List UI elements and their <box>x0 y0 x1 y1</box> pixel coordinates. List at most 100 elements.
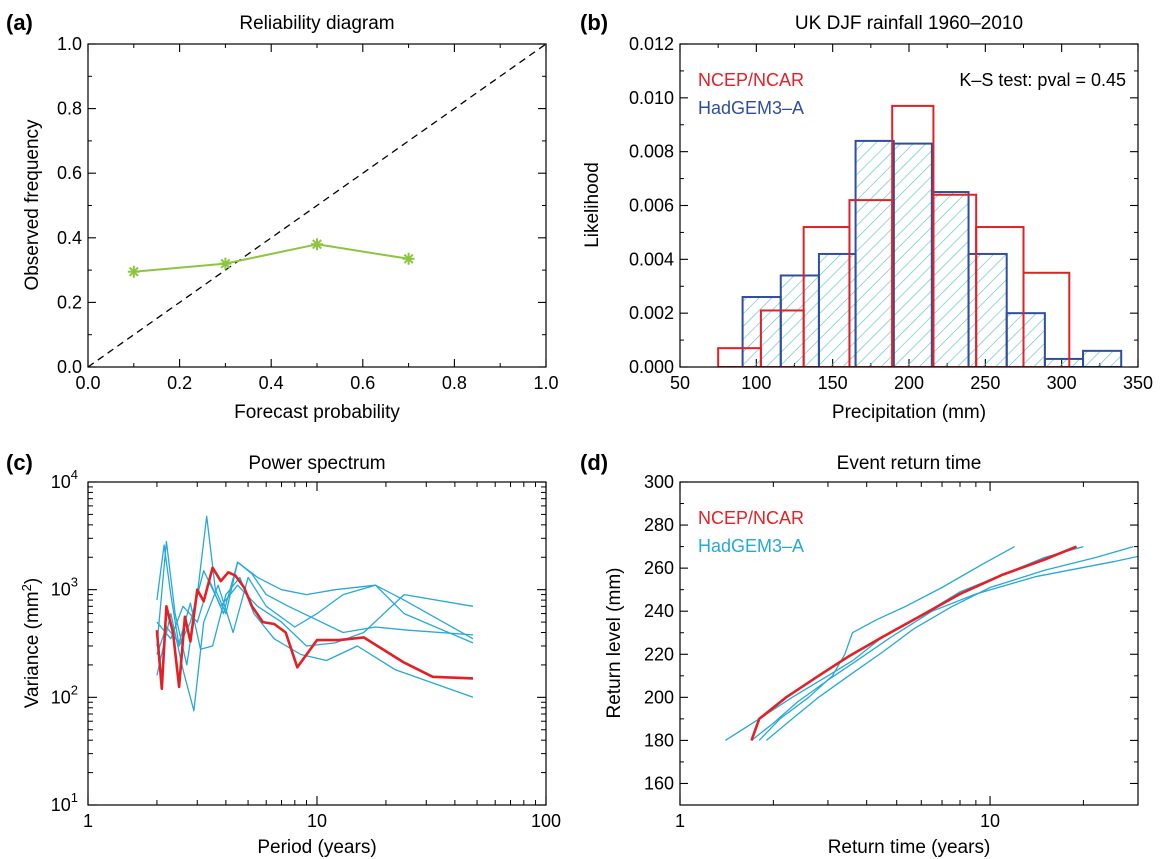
hadgem-hatch-bar <box>893 143 932 367</box>
reliability-point <box>127 265 140 278</box>
panel-d-frame <box>679 481 1139 806</box>
panel-c-xlabel: Period (years) <box>257 837 376 858</box>
panel-b-xtick-label: 100 <box>741 373 771 393</box>
panel-d-ytick-label: 200 <box>644 687 674 707</box>
hadgem-return-line <box>765 545 1134 741</box>
panel-d-ticks: 1 10 160 180 200 220 240 260 280 300 <box>644 472 1139 831</box>
hadgem-hatch-bar <box>1083 350 1122 367</box>
legend-b-ncep: NCEP/NCAR <box>698 70 804 90</box>
panel-a: (a) Reliability diagram Forecast probabi… <box>6 10 559 423</box>
panel-a-xtick-label: 1.0 <box>533 373 558 393</box>
panel-d-ytick-label: 160 <box>644 773 674 793</box>
panel-c-xtick-label: 10 <box>307 811 327 831</box>
panel-b-ytick-label: 0.004 <box>629 249 674 269</box>
panel-d-ytick-label: 180 <box>644 730 674 750</box>
panel-d-ytick-label: 240 <box>644 601 674 621</box>
hadgem-hatch-bar <box>968 253 1007 367</box>
panel-a-title: Reliability diagram <box>239 13 394 34</box>
panel-b-xtick-label: 350 <box>1123 373 1153 393</box>
panel-b-ytick-label: 0.002 <box>629 303 674 323</box>
panel-a-xtick-label: 0.4 <box>259 373 284 393</box>
panel-d-ytick-label: 280 <box>644 515 674 535</box>
hadgem-bar <box>1082 349 1123 367</box>
panel-d-ytick-label: 300 <box>644 472 674 492</box>
panel-a-xlabel: Forecast probability <box>234 402 400 423</box>
panel-b-ylabel: Likelihood <box>582 162 603 248</box>
panel-b-xtick-label: 250 <box>970 373 1000 393</box>
panel-c-letter: (c) <box>6 450 33 475</box>
panel-c: (c) Power spectrum Period (years) Varian… <box>6 450 561 858</box>
panel-c-ylabel-sup: 2 <box>19 584 34 591</box>
panel-a-ylabel: Observed frequency <box>22 119 43 291</box>
panel-b-letter: (b) <box>580 10 608 35</box>
panel-c-ytick-label: 103 <box>51 575 78 600</box>
panel-a-ytick-label: 0.6 <box>57 163 82 183</box>
panel-b-ytick-label: 0.006 <box>629 196 674 216</box>
hadgem-bar <box>967 252 1008 367</box>
panel-d-xlabel: Return time (years) <box>828 837 991 858</box>
panel-d-ylabel: Return level (mm) <box>604 568 625 719</box>
panel-a-ytick-label: 0.0 <box>57 357 82 377</box>
panel-c-ytick-label: 101 <box>51 790 78 815</box>
panel-a-xtick-label: 0.6 <box>350 373 375 393</box>
legend-d-ncep: NCEP/NCAR <box>698 508 804 528</box>
hadgem-hatch-bar <box>780 275 819 367</box>
panel-c-ytick-label: 104 <box>51 467 78 492</box>
panel-b-xtick-label: 200 <box>894 373 924 393</box>
panel-c-plot <box>155 515 474 712</box>
panel-d-xtick-label: 1 <box>675 811 685 831</box>
panel-b-ytick-label: 0.012 <box>629 34 674 54</box>
panel-b-xtick-label: 150 <box>818 373 848 393</box>
legend-b-hadgem: HadGEM3–A <box>698 98 804 118</box>
panel-a-ytick-label: 0.2 <box>57 292 82 312</box>
reliability-point <box>219 257 232 270</box>
panel-b-ytick-label: 0.008 <box>629 142 674 162</box>
panel-d-ytick-label: 260 <box>644 558 674 578</box>
panel-b-plot <box>717 104 1123 367</box>
panel-c-title: Power spectrum <box>248 453 385 474</box>
panel-c-ytick-label: 102 <box>51 682 78 707</box>
panel-b-frame <box>679 43 1139 368</box>
panel-d-xtick-label: 10 <box>980 811 1000 831</box>
hadgem-hatch-bar <box>931 192 969 367</box>
hadgem-hatch-bar <box>1044 358 1084 367</box>
hadgem-hatch-bar <box>1006 313 1045 367</box>
panel-d-ytick-label: 220 <box>644 644 674 664</box>
panel-b-xlabel: Precipitation (mm) <box>832 402 986 423</box>
ncep-return-line <box>750 545 1077 741</box>
panel-c-xtick-label: 100 <box>531 811 561 831</box>
hadgem-return-line <box>751 555 1138 741</box>
panel-d: (d) Event return time Return time (years… <box>580 450 1139 858</box>
legend-d-hadgem: HadGEM3–A <box>698 536 804 556</box>
reliability-point <box>402 252 415 265</box>
panel-d-letter: (d) <box>580 450 608 475</box>
hadgem-spectrum-line <box>156 576 474 712</box>
panel-d-plot <box>724 545 1138 741</box>
panel-a-xtick-label: 0.0 <box>75 373 100 393</box>
hadgem-spectrum-line <box>156 561 474 640</box>
panel-b-ticks: 50 100 150 200 250 300 350 0.000 0.002 0.004 0.006… <box>629 34 1153 393</box>
ks-test-annotation: K–S test: pval = 0.45 <box>959 70 1126 90</box>
perfect-reliability-diagonal <box>88 44 546 367</box>
panel-a-xtick-label: 0.2 <box>167 373 192 393</box>
panel-b-ytick-label: 0.000 <box>629 357 674 377</box>
panel-c-frame <box>87 481 547 806</box>
reliability-curve <box>133 243 409 273</box>
panel-c-ylabel-base: Variance (mm <box>22 591 43 708</box>
panel-a-xtick-label: 0.8 <box>442 373 467 393</box>
hadgem-spectrum-line <box>156 544 474 647</box>
panel-b-title: UK DJF rainfall 1960–2010 <box>795 13 1023 34</box>
panel-b-xtick-label: 300 <box>1047 373 1077 393</box>
panel-c-ticks: 1 10 100 101 102 103 104 <box>51 467 561 831</box>
panel-a-ytick-label: 0.8 <box>57 99 82 119</box>
panel-a-plot <box>88 44 546 367</box>
hadgem-return-line <box>758 546 1015 741</box>
panel-c-ylabel-end: ) <box>22 578 43 584</box>
reliability-point <box>311 238 323 251</box>
panel-a-letter: (a) <box>6 10 33 35</box>
hadgem-hatch-bar <box>855 140 894 367</box>
panel-d-title: Event return time <box>837 453 982 474</box>
panel-a-ytick-label: 1.0 <box>57 34 82 54</box>
panel-c-xtick-label: 1 <box>83 811 93 831</box>
